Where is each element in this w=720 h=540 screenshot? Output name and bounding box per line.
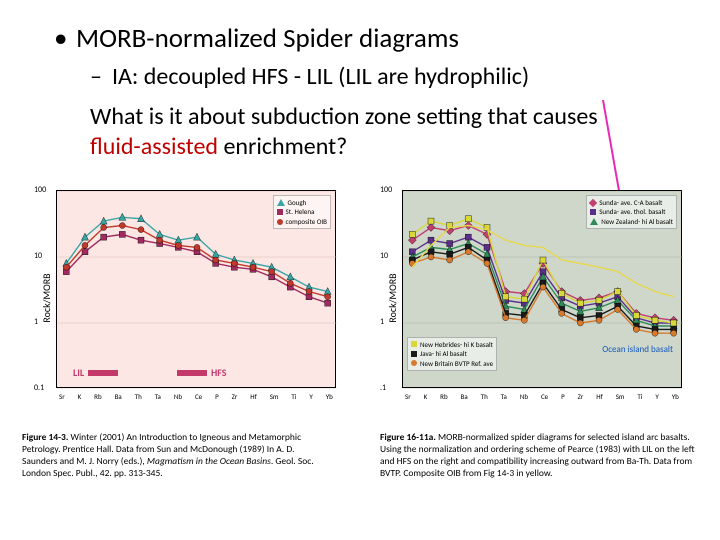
left-legend: GoughSt. Helenacomposite OIB [273, 195, 331, 229]
chart-row: Rock/MORB GoughSt. Helenacomposite OIB L… [22, 184, 690, 412]
left-chart: Rock/MORB GoughSt. Helenacomposite OIB L… [22, 184, 344, 412]
question-pre: What is it about subduction zone setting… [90, 102, 598, 131]
right-ylabel: Rock/MORB [386, 273, 399, 322]
lil-arrow [88, 370, 118, 376]
left-xticks: SrKRbBaThTaNbCePZrHfSmTiYYb [57, 392, 335, 401]
left-ylabel: Rock/MORB [40, 273, 53, 322]
right-legend-top: Sunda- ave. C-A basaltSunda- ave. thol. … [586, 195, 677, 229]
main-bullet: MORB-normalized Spider diagrams [76, 22, 459, 55]
question-text: What is it about subduction zone setting… [90, 102, 650, 162]
ocean-island-label: Ocean island basalt [602, 344, 673, 355]
sub-bullet: IA: decoupled HFS - LIL (LIL are hydroph… [112, 62, 529, 91]
caption-left-ref: Figure 14-3. [22, 431, 68, 443]
left-plot-area: GoughSt. Helenacomposite OIB LIL HFS SrK… [56, 190, 336, 388]
right-legend-bottom: New Hebrides- hi K basaltJava- hi Al bas… [407, 337, 497, 371]
lil-text: LIL [73, 366, 84, 379]
caption-right-ref: Figure 16-11a. [380, 431, 436, 443]
hfs-label: HFS [177, 366, 227, 379]
lil-label: LIL [73, 366, 118, 379]
question-emphasis: fluid-assisted [90, 132, 218, 161]
right-chart: Rock/MORB a Sunda- ave. C-A basaltSunda-… [368, 184, 690, 412]
hfs-arrow [177, 370, 207, 376]
caption-left: Figure 14-3. Winter (2001) An Introducti… [22, 432, 322, 480]
right-plot-area: Sunda- ave. C-A basaltSunda- ave. thol. … [402, 190, 682, 388]
caption-right: Figure 16-11a. MORB-normalized spider di… [380, 432, 700, 480]
question-post: enrichment? [218, 132, 347, 161]
hfs-text: HFS [211, 366, 227, 379]
right-xticks: SrKRbBaThTaNbCePZrHfSmTiYYb [403, 392, 681, 401]
